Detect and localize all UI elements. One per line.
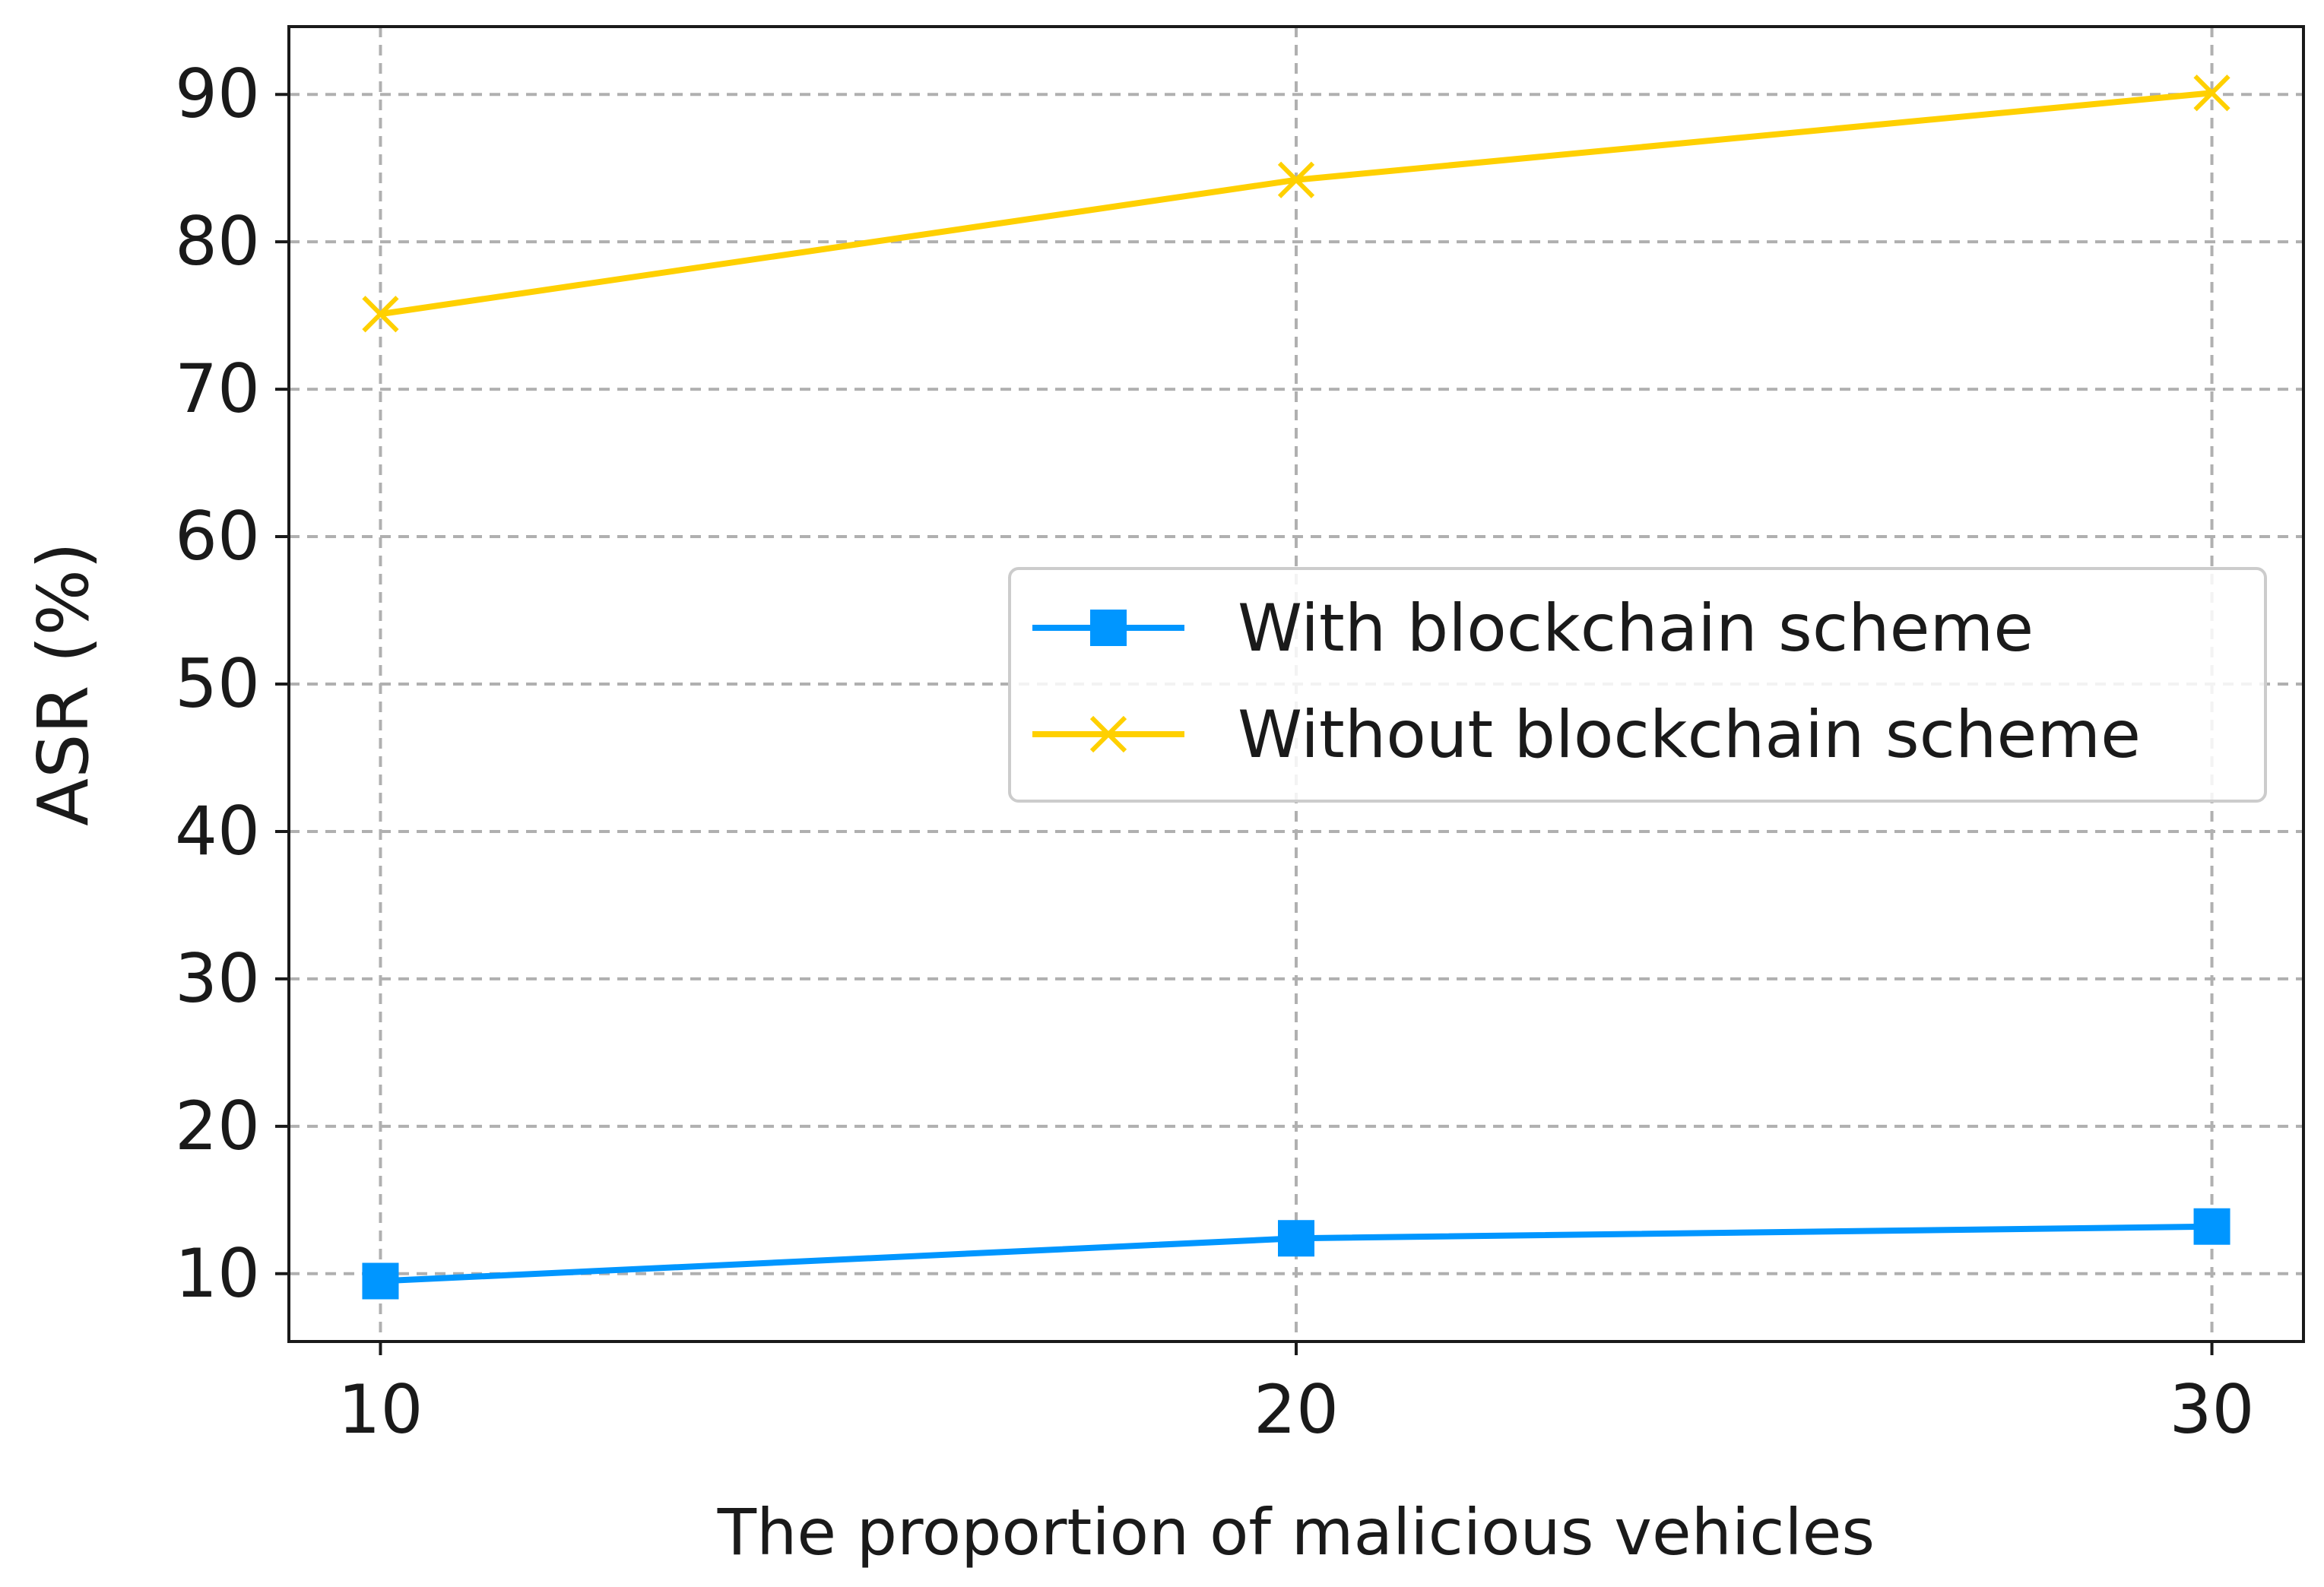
series-1-point (362, 1262, 399, 1300)
legend-label: Without blockchain scheme (1238, 697, 2141, 773)
y-tick-label: 70 (175, 350, 260, 428)
x-axis-ticks: 10 20 30 (338, 1342, 2255, 1449)
series-1-point (1278, 1220, 1314, 1257)
plot-frame (287, 25, 2305, 1343)
legend: With blockchain scheme Without blockchain… (1008, 567, 2267, 803)
series (362, 74, 2230, 1300)
x-tick-label: 10 (338, 1370, 423, 1449)
y-axis-ticks: 10 20 30 40 50 60 70 80 90 (175, 55, 289, 1313)
legend-marker (1089, 715, 1127, 753)
y-tick-label: 80 (175, 202, 260, 280)
x-axis-label: The proportion of malicious vehicles (717, 1495, 1875, 1570)
series-2-point (2193, 74, 2230, 112)
y-axis-label: ASR (%) (23, 542, 104, 826)
series-1-point (2193, 1208, 2230, 1245)
y-tick-label: 10 (175, 1234, 260, 1313)
y-tick-label: 90 (175, 55, 260, 133)
legend-box (1008, 567, 2267, 803)
series-2-point-stroke-b (362, 296, 399, 333)
legend-marker (1090, 610, 1127, 646)
x-tick-label: 30 (2170, 1370, 2255, 1449)
legend-label: With blockchain scheme (1238, 591, 2034, 667)
series-2 (362, 74, 2230, 333)
legend-marker-stroke-b (1089, 715, 1127, 753)
series-2-point-stroke-b (2193, 74, 2230, 112)
y-tick-label: 50 (175, 645, 260, 723)
series-2-point (1277, 161, 1315, 198)
series-2-point (362, 296, 399, 333)
y-tick-label: 60 (175, 497, 260, 575)
x-tick-label: 20 (1254, 1370, 1339, 1449)
y-tick-label: 20 (175, 1087, 260, 1165)
series-2-point-stroke-b (1277, 161, 1315, 198)
y-tick-label: 40 (175, 792, 260, 870)
series-1 (362, 1208, 2230, 1300)
y-tick-label: 30 (175, 939, 260, 1018)
